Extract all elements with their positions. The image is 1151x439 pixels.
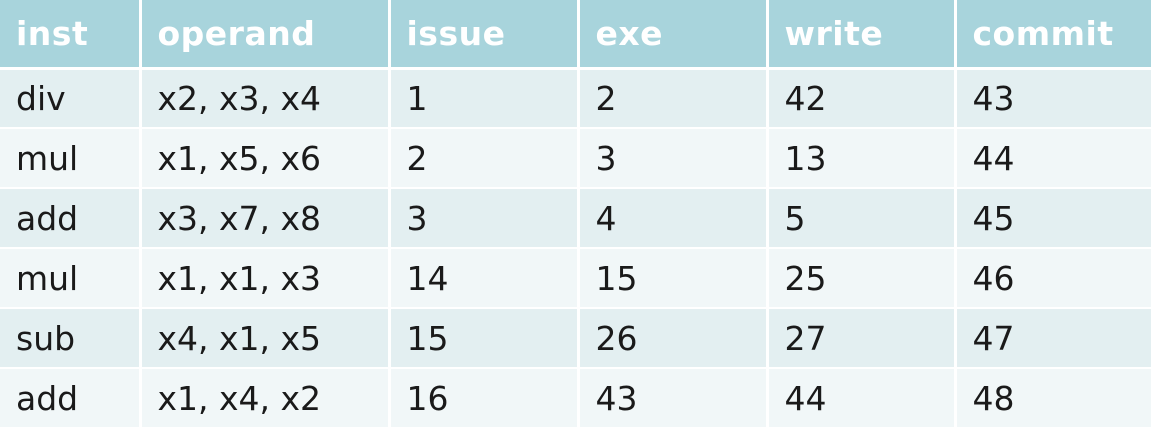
cell-exe: 43 xyxy=(578,368,769,429)
cell-operand: x3, x7, x8 xyxy=(140,188,391,249)
cell-commit: 43 xyxy=(955,68,1151,129)
header-write: write xyxy=(767,0,957,70)
cell-write: 5 xyxy=(767,188,957,249)
header-commit: commit xyxy=(955,0,1151,70)
cell-operand: x1, x5, x6 xyxy=(140,128,391,189)
header-operand: operand xyxy=(140,0,391,70)
table-row: sub x4, x1, x5 15 26 27 47 xyxy=(0,308,1151,369)
header-row: inst operand issue exe write commit xyxy=(0,0,1151,70)
table-row: mul x1, x5, x6 2 3 13 44 xyxy=(0,128,1151,189)
table-row: mul x1, x1, x3 14 15 25 46 xyxy=(0,248,1151,309)
cell-operand: x4, x1, x5 xyxy=(140,308,391,369)
cell-operand: x1, x4, x2 xyxy=(140,368,391,429)
instruction-timing-table: inst operand issue exe write commit div … xyxy=(0,0,1151,429)
cell-issue: 14 xyxy=(389,248,580,309)
cell-write: 42 xyxy=(767,68,957,129)
cell-commit: 47 xyxy=(955,308,1151,369)
cell-operand: x2, x3, x4 xyxy=(140,68,391,129)
cell-inst: sub xyxy=(0,308,142,369)
cell-exe: 26 xyxy=(578,308,769,369)
cell-write: 13 xyxy=(767,128,957,189)
cell-inst: mul xyxy=(0,128,142,189)
cell-issue: 1 xyxy=(389,68,580,129)
cell-commit: 48 xyxy=(955,368,1151,429)
cell-exe: 3 xyxy=(578,128,769,189)
table-row: add x1, x4, x2 16 43 44 48 xyxy=(0,368,1151,429)
cell-commit: 44 xyxy=(955,128,1151,189)
cell-issue: 15 xyxy=(389,308,580,369)
table-row: add x3, x7, x8 3 4 5 45 xyxy=(0,188,1151,249)
cell-exe: 4 xyxy=(578,188,769,249)
cell-inst: div xyxy=(0,68,142,129)
table-body: div x2, x3, x4 1 2 42 43 mul x1, x5, x6 … xyxy=(0,68,1151,429)
cell-write: 27 xyxy=(767,308,957,369)
header-exe: exe xyxy=(578,0,769,70)
cell-inst: add xyxy=(0,368,142,429)
cell-inst: mul xyxy=(0,248,142,309)
cell-commit: 45 xyxy=(955,188,1151,249)
cell-inst: add xyxy=(0,188,142,249)
cell-commit: 46 xyxy=(955,248,1151,309)
cell-exe: 2 xyxy=(578,68,769,129)
header-issue: issue xyxy=(389,0,580,70)
header-inst: inst xyxy=(0,0,142,70)
table-row: div x2, x3, x4 1 2 42 43 xyxy=(0,68,1151,129)
cell-write: 44 xyxy=(767,368,957,429)
cell-issue: 16 xyxy=(389,368,580,429)
cell-operand: x1, x1, x3 xyxy=(140,248,391,309)
cell-issue: 3 xyxy=(389,188,580,249)
cell-write: 25 xyxy=(767,248,957,309)
table-header: inst operand issue exe write commit xyxy=(0,0,1151,70)
cell-issue: 2 xyxy=(389,128,580,189)
cell-exe: 15 xyxy=(578,248,769,309)
